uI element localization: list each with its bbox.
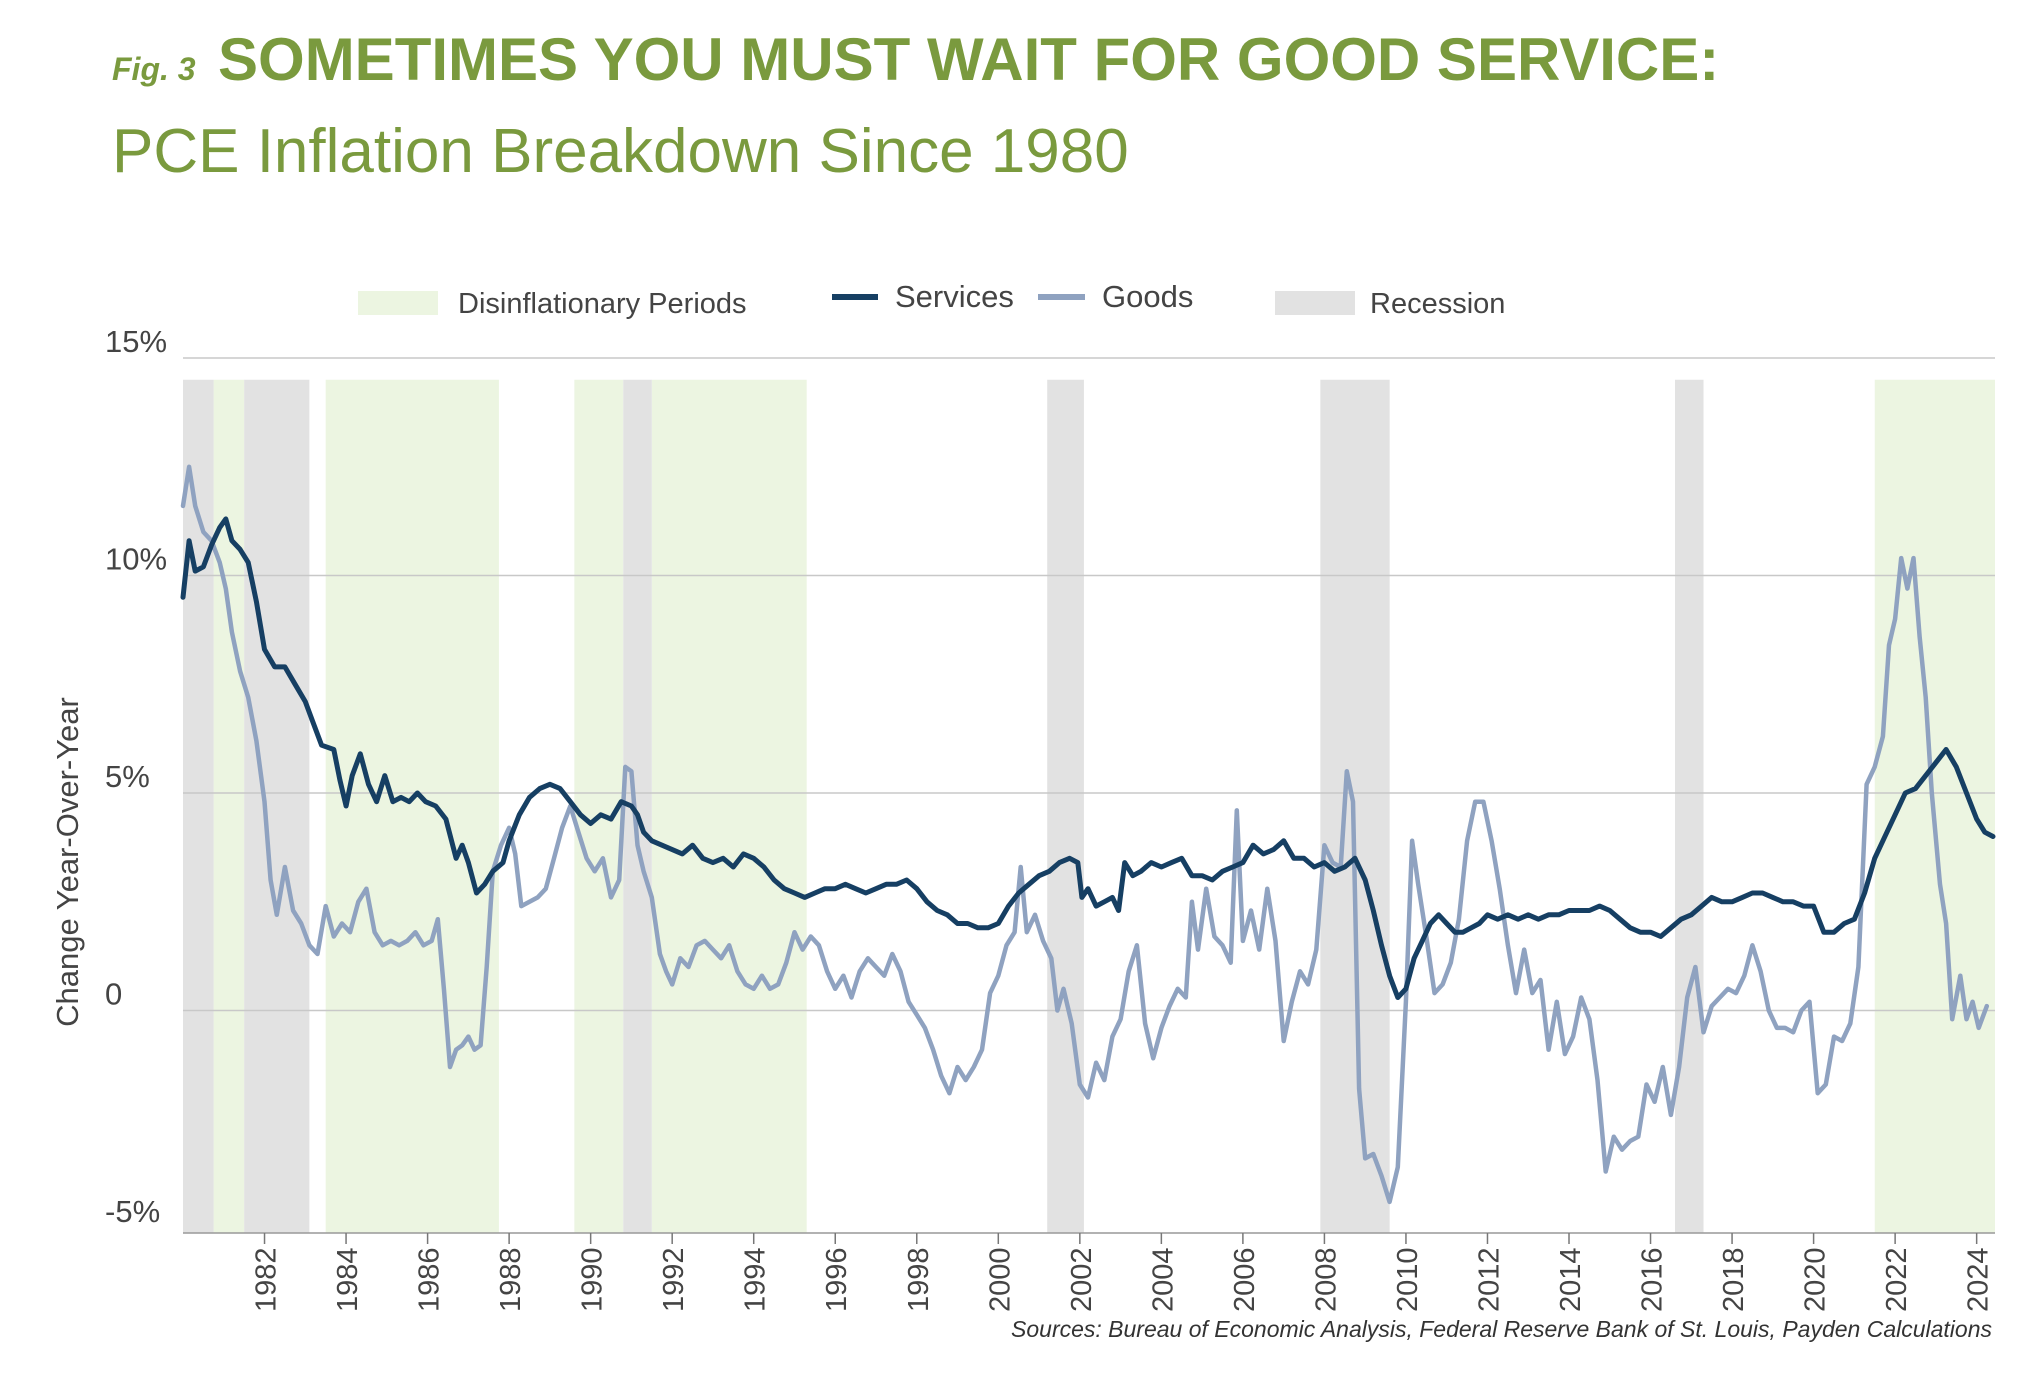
disinflation-band-1 (325, 379, 499, 1233)
source-note: Sources: Bureau of Economic Analysis, Fe… (1011, 1316, 1992, 1342)
legend-recession-swatch (1275, 291, 1355, 315)
recession-band-3 (1047, 379, 1084, 1233)
x-tick-label: 2002 (1066, 1247, 1098, 1312)
legend-disinflation-swatch (358, 291, 438, 315)
x-tick-label: 1990 (577, 1247, 609, 1312)
recession-band-1 (244, 379, 310, 1233)
x-tick-label: 2008 (1310, 1247, 1342, 1312)
x-tick-label: 1998 (903, 1247, 935, 1312)
x-tick-label: 1982 (251, 1247, 283, 1312)
disinflation-band-0 (213, 379, 245, 1233)
y-tick-label: -5% (105, 1194, 160, 1229)
disinflation-band-3 (651, 379, 807, 1233)
x-tick-label: 2016 (1637, 1247, 1669, 1312)
x-tick-label: 2014 (1555, 1247, 1587, 1312)
x-tick-label: 2004 (1147, 1247, 1179, 1312)
legend: Disinflationary Periods Services Goods R… (358, 279, 1505, 320)
x-tick-label: 1988 (495, 1247, 527, 1312)
x-tick-label: 1984 (332, 1247, 364, 1312)
x-tick-label: 2010 (1392, 1247, 1424, 1312)
disinflation-band-2 (574, 379, 624, 1233)
y-tick-label: 15% (105, 324, 167, 359)
y-tick-label: 0 (105, 977, 122, 1012)
y-axis-label: Change Year-Over-Year (50, 697, 85, 1027)
x-tick-label: 1992 (658, 1247, 690, 1312)
series-line-goods (180, 464, 1990, 1205)
x-tick-label: 2000 (984, 1247, 1016, 1312)
series-lines (180, 464, 1996, 1205)
x-tick-label: 2012 (1473, 1247, 1505, 1312)
gridlines (183, 357, 1995, 1234)
chart-subtitle: PCE Inflation Breakdown Since 1980 (112, 117, 1129, 186)
figure-label: Fig. 3 (112, 51, 196, 87)
chart-title: SOMETIMES YOU MUST WAIT FOR GOOD SERVICE… (218, 26, 1719, 93)
x-tick-label: 1986 (414, 1247, 446, 1312)
x-tick-labels: 1982 1984 1986 1988 1990 1992 1994 1996 1998 2000… (251, 1233, 1995, 1312)
shaded-bands (183, 379, 1995, 1233)
legend-disinflation-label: Disinflationary Periods (458, 288, 747, 320)
x-tick-label: 2024 (1963, 1247, 1995, 1312)
y-tick-label: 10% (105, 542, 167, 577)
recession-band-5 (1674, 379, 1704, 1233)
x-tick-label: 1994 (740, 1247, 772, 1312)
y-tick-label: 5% (105, 759, 150, 794)
x-tick-label: 2020 (1800, 1247, 1832, 1312)
series-line-services (180, 516, 1996, 1000)
recession-band-0 (183, 379, 214, 1233)
x-tick-label: 2022 (1881, 1247, 1913, 1312)
legend-services-label: Services (895, 279, 1014, 314)
x-tick-label: 1996 (821, 1247, 853, 1312)
legend-goods-label: Goods (1102, 279, 1193, 314)
x-tick-label: 2006 (1229, 1247, 1261, 1312)
legend-recession-label: Recession (1370, 288, 1505, 320)
y-tick-labels: 15% 10% 5% 0 -5% (105, 324, 167, 1229)
x-tick-label: 2018 (1718, 1247, 1750, 1312)
